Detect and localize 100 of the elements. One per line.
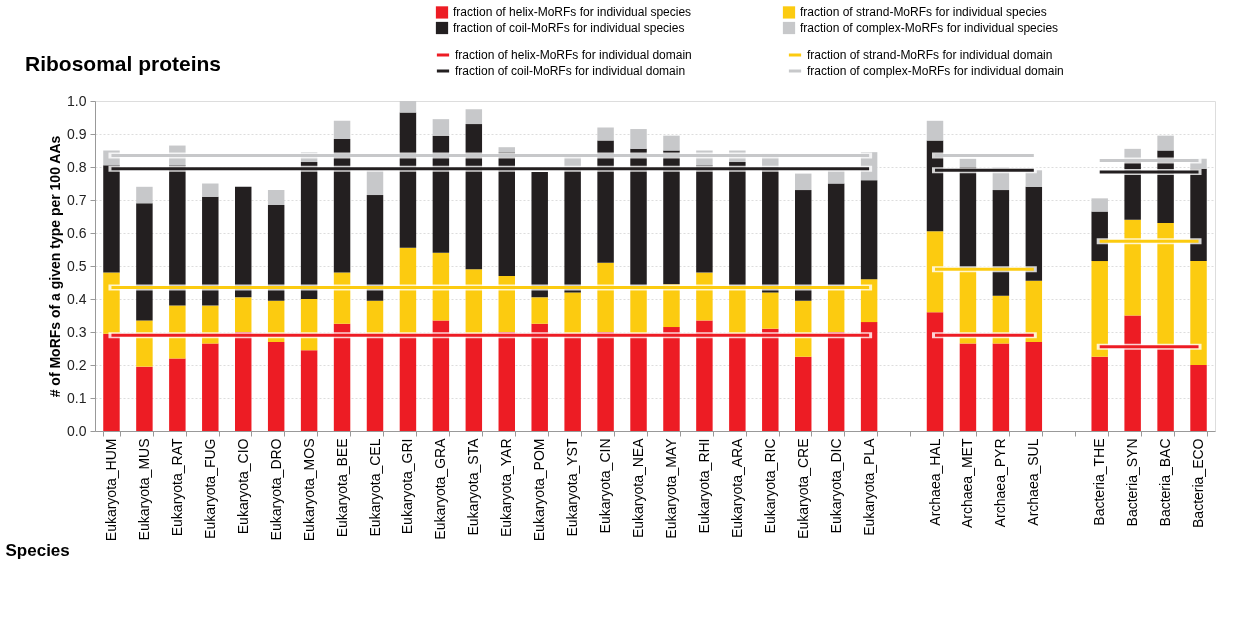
x-tick-label: Bacteria_THE [1091,438,1108,526]
legend-label: fraction of helix-MoRFs for individual species [453,5,692,20]
bar [267,341,285,431]
bar [630,129,647,149]
bar [1157,135,1174,151]
x-tick-label: Bacteria_BAC [1157,438,1174,527]
y-tick-label: 0.0 [67,422,87,439]
x-tick-label: Eukaryota_CRE [794,438,811,539]
x-tick-label: Eukaryota_ARA [728,437,745,539]
x-tick-label: Eukaryota_FUG [201,438,218,539]
y-tick-label: 0.8 [67,158,87,175]
x-tick-label: Eukaryota_CIO [234,438,251,535]
bar [992,343,1010,431]
bar [1025,280,1043,342]
bar [762,292,779,329]
y-tick-label: 0.4 [67,290,87,307]
x-tick-label: Eukaryota_YST [564,438,581,537]
y-tick-label: 0.6 [67,224,87,241]
bar [465,109,483,125]
x-tick-label: Eukaryota_RAT [168,438,185,537]
legend-label: fraction of complex-MoRFs for individual species [800,21,1059,35]
x-tick-label: Eukaryota_MUS [135,438,152,541]
bar [1091,198,1108,212]
x-tick-label: Archaea_SUL [1025,438,1042,526]
y-tick-label: 1.0 [67,92,87,109]
bar [333,120,351,139]
bar [564,170,581,293]
x-tick-label: Eukaryota_NEA [630,437,647,539]
x-tick-label: Eukaryota_MAY [662,437,679,539]
bar [531,297,548,324]
bar [1025,186,1043,281]
bar [169,358,186,431]
chart-title: Ribosomal proteins [25,52,222,75]
bar [795,356,812,431]
x-tick-label: Eukaryota_GRI [399,438,416,535]
y-tick-label: 0.2 [67,356,87,373]
bar [399,101,417,113]
bar [795,173,812,191]
bar [1190,365,1207,431]
x-tick-label: Eukaryota_POM [531,438,548,542]
bar [1190,261,1207,365]
bar [136,186,153,204]
x-axis-title: Species [5,540,70,560]
legend-label: fraction of complex-MoRFs for individual domain [807,64,1064,78]
bar [959,343,977,431]
x-tick-label: Archaea_MET [959,438,976,528]
x-tick-label: Bacteria_ECO [1190,438,1207,528]
bar [531,171,548,298]
bar [926,120,944,141]
bar [1091,356,1108,431]
x-tick-label: Eukaryota_MOS [300,438,317,542]
bar [235,297,252,332]
x-tick-label: Eukaryota_RHI [695,438,712,534]
bar [1157,348,1174,431]
bar [959,158,977,167]
bar [795,190,812,301]
x-tick-label: Eukaryota_CIN [597,438,614,534]
bar [432,119,450,136]
x-tick-label: Eukaryota_DIC [827,438,844,534]
x-tick-label: Eukaryota_PLA [860,437,877,536]
y-tick-label: 0.7 [67,191,87,208]
bar [992,190,1010,296]
bar [366,195,384,301]
legend-label: fraction of helix-MoRFs for individual domain [455,48,692,62]
legend-label: fraction of coil-MoRFs for individual domain [455,64,686,78]
y-axis-title: # of MoRFs of a given type per 100 AAs [47,135,64,398]
x-tick-label: Eukaryota_HUM [102,438,119,542]
x-tick-label: Archaea_PYR [992,438,1009,528]
legend-label: fraction of strand-MoRFs for individual species [800,5,1047,20]
y-tick-label: 0.5 [67,257,87,274]
bar [1091,211,1108,262]
bar [267,190,285,205]
bar [663,135,680,151]
x-tick-label: Eukaryota_YAR [498,438,515,538]
x-tick-label: Eukaryota_STA [465,437,482,536]
bar [564,292,581,334]
bar [202,343,219,431]
bar [202,183,219,197]
bar [597,127,614,141]
bar [366,170,384,196]
x-tick-label: Archaea_HAL [926,438,943,526]
bar [1091,261,1108,357]
bar [136,366,153,431]
bar [202,196,219,306]
x-tick-label: Bacteria_SYN [1124,438,1141,527]
bar [1025,341,1043,431]
x-tick-label: Eukaryota_RIC [761,438,778,534]
y-tick-label: 0.3 [67,323,87,340]
bar [300,350,318,431]
y-tick-label: 0.1 [67,389,87,406]
legend-label: fraction of strand-MoRFs for individual domain [807,48,1053,62]
bar [136,203,153,321]
y-tick-label: 0.9 [67,125,87,142]
bar [498,147,515,153]
x-tick-label: Eukaryota_CEL [366,438,383,537]
bar [1190,168,1207,262]
x-tick-label: Eukaryota_BEE [333,438,350,538]
x-tick-label: Eukaryota_GRA [432,437,449,540]
x-tick-label: Eukaryota_DRO [267,438,284,541]
bar [267,204,285,301]
